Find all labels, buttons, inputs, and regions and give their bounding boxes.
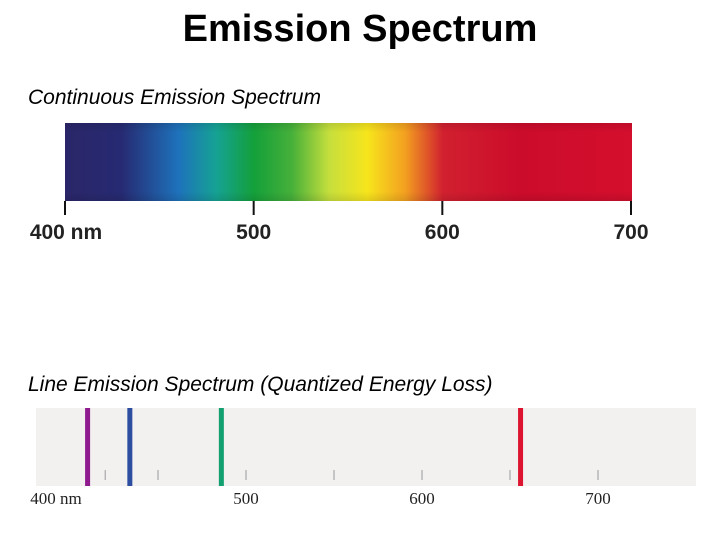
- line-axis-tick-label: 600: [409, 489, 435, 508]
- continuous-spectrum-subtitle: Continuous Emission Spectrum: [28, 86, 321, 109]
- emission-line: [85, 408, 91, 486]
- continuous-axis-tick-label: 500: [236, 221, 271, 244]
- emission-line: [518, 408, 524, 486]
- line-spectrum-panel: [36, 408, 696, 486]
- emission-line: [218, 408, 224, 486]
- emission-line: [127, 408, 133, 486]
- continuous-axis-tick-label: 700: [613, 221, 648, 244]
- line-axis-tick-label: 400 nm: [30, 489, 81, 508]
- continuous-spectrum-axis: 400 nm 500 600 700: [30, 201, 649, 244]
- continuous-axis-tick-label: 400 nm: [30, 221, 102, 244]
- continuous-axis-tick-label: 600: [425, 221, 460, 244]
- page-title: Emission Spectrum: [182, 8, 538, 50]
- line-axis-tick-label: 700: [585, 489, 611, 508]
- line-spectrum-axis: 400 nm 500 600 700: [30, 470, 611, 508]
- line-spectrum-subtitle: Line Emission Spectrum (Quantized Energy…: [28, 373, 493, 396]
- continuous-spectrum-band: [65, 123, 632, 201]
- line-axis-tick-label: 500: [233, 489, 259, 508]
